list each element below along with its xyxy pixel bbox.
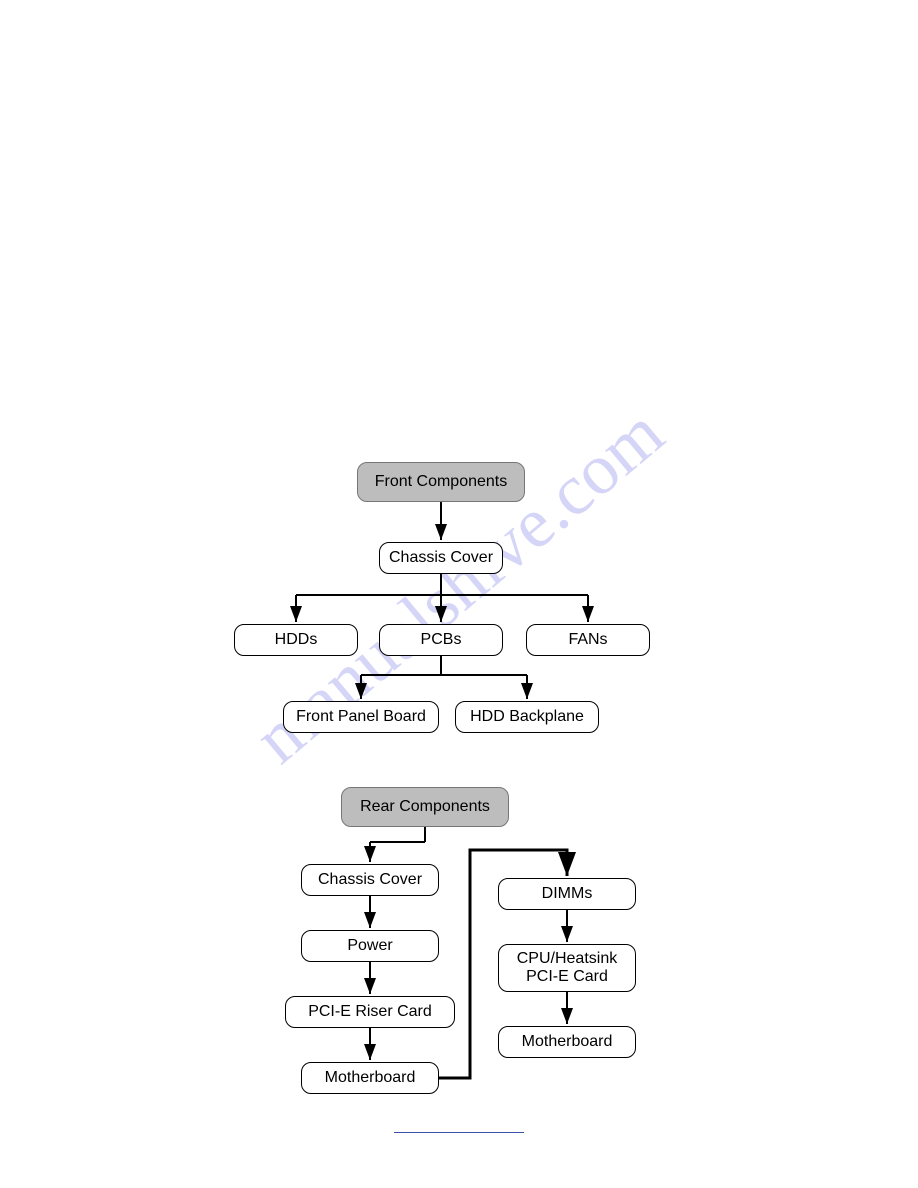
node-label: Motherboard	[522, 1033, 613, 1051]
node-label: Motherboard	[325, 1069, 416, 1087]
node-motherboard-1: Motherboard	[301, 1062, 439, 1094]
node-chassis-cover-2: Chassis Cover	[301, 864, 439, 896]
node-label: Power	[347, 937, 392, 955]
node-hdd-backplane: HDD Backplane	[455, 701, 599, 733]
node-dimms: DIMMs	[498, 878, 636, 910]
node-power: Power	[301, 930, 439, 962]
node-hdds: HDDs	[234, 624, 358, 656]
node-chassis-cover: Chassis Cover	[379, 542, 503, 574]
node-label: HDDs	[275, 631, 318, 649]
diagram2-connectors	[0, 0, 918, 1188]
node-fans: FANs	[526, 624, 650, 656]
node-label: FANs	[568, 631, 607, 649]
node-label: Chassis Cover	[389, 549, 493, 567]
node-label: PCBs	[421, 631, 462, 649]
node-label: HDD Backplane	[470, 708, 584, 726]
node-motherboard-2: Motherboard	[498, 1026, 636, 1058]
node-label: Rear Components	[360, 798, 490, 816]
node-front-components: Front Components	[357, 462, 525, 502]
node-label: PCI-E Riser Card	[308, 1003, 432, 1021]
node-label: DIMMs	[542, 885, 593, 903]
node-label: Front Components	[375, 473, 508, 491]
node-rear-components: Rear Components	[341, 787, 509, 827]
node-label: Front Panel Board	[296, 708, 426, 726]
node-cpu-heatsink: CPU/Heatsink PCI-E Card	[498, 944, 636, 992]
node-front-panel-board: Front Panel Board	[283, 701, 439, 733]
node-riser: PCI-E Riser Card	[285, 996, 455, 1028]
footer-line	[394, 1132, 524, 1133]
node-label: Chassis Cover	[318, 871, 422, 889]
node-label: CPU/Heatsink PCI-E Card	[517, 950, 617, 986]
node-pcbs: PCBs	[379, 624, 503, 656]
